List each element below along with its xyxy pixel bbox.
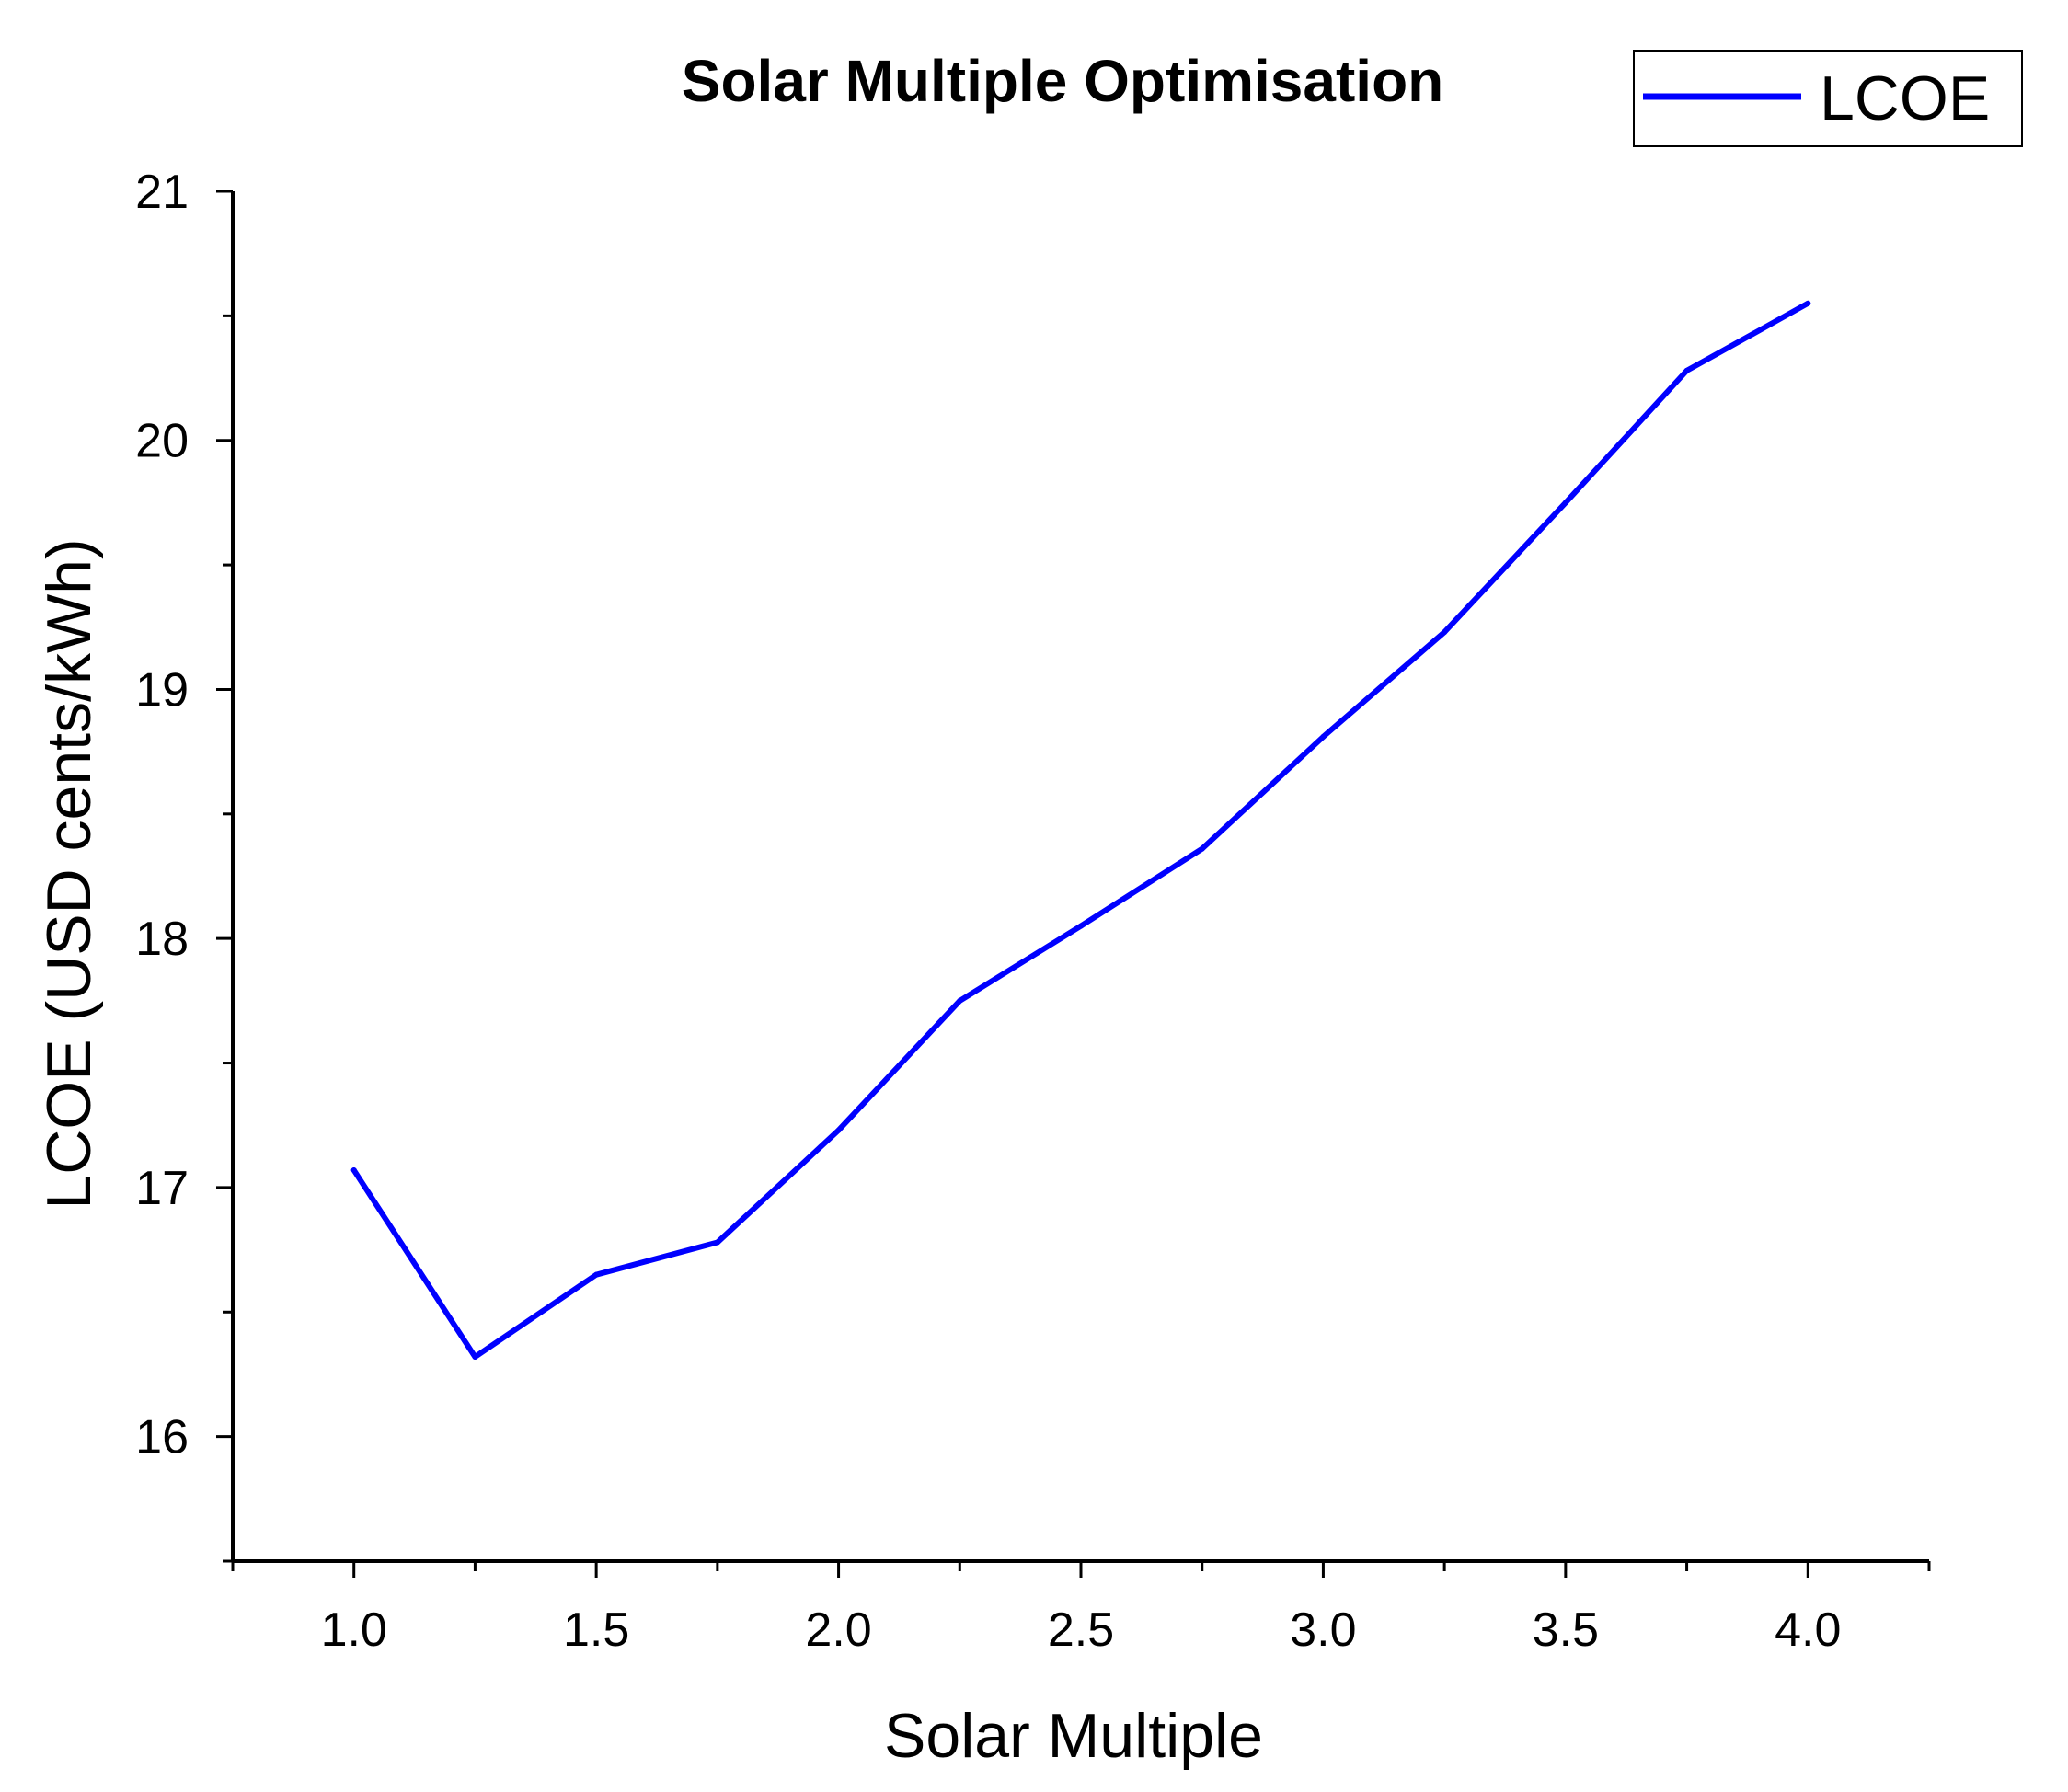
data-point: [350, 1166, 357, 1173]
data-point: [1199, 845, 1205, 852]
legend: LCOE: [1633, 50, 2023, 147]
y-tick-label: 16: [135, 1411, 189, 1465]
y-axis-label: LCOE (USD cents/kWh): [34, 538, 104, 1209]
data-point: [472, 1354, 478, 1361]
y-tick-label: 17: [135, 1162, 189, 1215]
data-point: [1805, 300, 1811, 306]
y-axis-ticks: 16 17 18 19 20 21: [135, 166, 233, 1563]
series-layer: [350, 300, 1811, 1361]
data-point: [1442, 629, 1448, 636]
data-point: [1320, 733, 1327, 740]
x-tick-label: 3.5: [1533, 1603, 1599, 1657]
data-point: [1562, 500, 1568, 506]
y-tick-label: 18: [135, 913, 189, 966]
data-point: [714, 1239, 720, 1246]
series-line-lcoe: [350, 300, 1811, 1360]
x-tick-label: 2.5: [1048, 1603, 1114, 1657]
x-axis-ticks: 1.0 1.5 2.0 2.5 3.0 3.5 4.0: [231, 1561, 1931, 1657]
x-tick-label: 3.0: [1290, 1603, 1356, 1657]
x-tick-label: 2.0: [805, 1603, 871, 1657]
data-point: [1683, 367, 1690, 373]
x-tick-label: 4.0: [1775, 1603, 1841, 1657]
y-tick-label: 19: [135, 663, 189, 717]
data-point: [957, 997, 963, 1004]
x-tick-label: 1.0: [321, 1603, 387, 1657]
axes: [231, 191, 1929, 1563]
data-point: [593, 1271, 600, 1278]
legend-label-lcoe: LCOE: [1820, 63, 1990, 133]
y-tick-label: 21: [135, 166, 189, 219]
chart-title: Solar Multiple Optimisation: [682, 48, 1444, 114]
y-tick-label: 20: [135, 415, 189, 468]
data-point: [835, 1127, 842, 1133]
x-tick-label: 1.5: [563, 1603, 629, 1657]
data-point: [1078, 923, 1084, 929]
x-axis-label: Solar Multiple: [884, 1701, 1263, 1771]
